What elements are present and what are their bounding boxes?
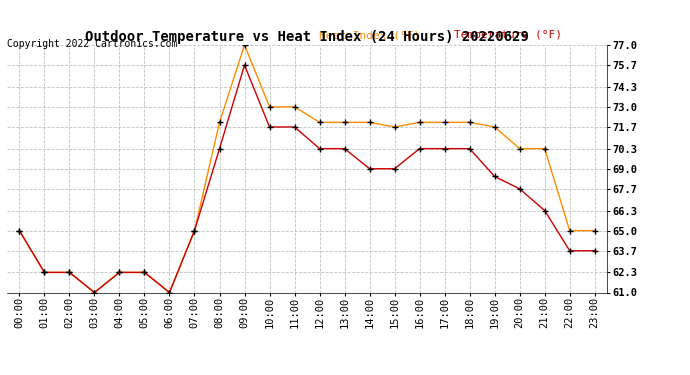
- Text: Copyright 2022 Cartronics.com: Copyright 2022 Cartronics.com: [7, 39, 177, 50]
- Text: Temperature (°F): Temperature (°F): [454, 30, 562, 40]
- Title: Outdoor Temperature vs Heat Index (24 Hours) 20220629: Outdoor Temperature vs Heat Index (24 Ho…: [85, 30, 529, 44]
- Text: Heat Index (°F): Heat Index (°F): [319, 30, 420, 40]
